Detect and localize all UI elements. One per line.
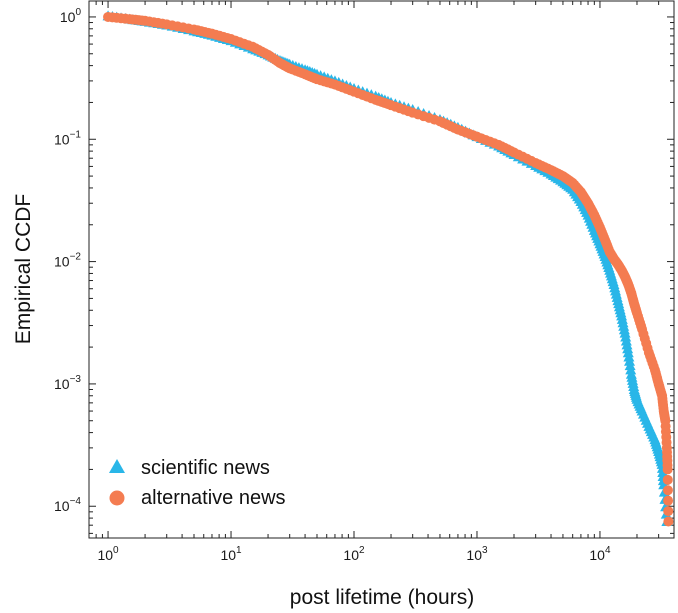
legend-label-scientific: scientific news	[141, 457, 270, 479]
legend-circle-icon	[109, 490, 125, 506]
data-point-triangle	[622, 343, 634, 354]
legend-triangle-icon	[109, 459, 125, 473]
data-point-circle	[663, 516, 674, 527]
data-point-triangle	[624, 355, 636, 366]
y-axis-title: Empirical CCDF	[12, 194, 35, 345]
data-point-triangle	[621, 339, 633, 350]
data-point-triangle	[623, 351, 635, 362]
y-tick-label: 10−1	[54, 129, 81, 147]
series-scientific-news	[102, 10, 673, 527]
data-point-triangle	[620, 331, 632, 342]
data-point-circle	[663, 495, 674, 506]
data-point-triangle	[619, 327, 631, 338]
legend-box	[100, 450, 340, 520]
legend: scientific news alternative news	[100, 450, 340, 520]
x-tick-label: 104	[589, 545, 611, 563]
data-point-circle	[663, 506, 674, 517]
x-tick-label: 103	[466, 545, 488, 563]
series-alternative-news	[103, 11, 674, 527]
data-point-circle	[662, 485, 673, 496]
x-tick-label: 102	[343, 545, 365, 563]
plot-frame	[88, 0, 675, 539]
data-point-triangle	[620, 335, 632, 346]
y-tick-label: 10−3	[54, 374, 81, 392]
data-point-triangle	[625, 364, 637, 375]
y-tick-label: 10−2	[54, 252, 81, 270]
series-layer	[102, 10, 674, 527]
y-tick-label: 100	[60, 7, 82, 25]
data-point-circle	[662, 464, 673, 475]
data-point-triangle	[624, 360, 636, 371]
x-axis-title: post lifetime (hours)	[290, 586, 474, 609]
legend-label-alternative: alternative news	[141, 487, 286, 509]
data-point-circle	[662, 474, 673, 485]
y-tick-label: 10−4	[54, 496, 81, 514]
x-tick-label: 100	[97, 545, 119, 563]
x-tick-label: 101	[220, 545, 242, 563]
data-point-triangle	[622, 347, 634, 358]
